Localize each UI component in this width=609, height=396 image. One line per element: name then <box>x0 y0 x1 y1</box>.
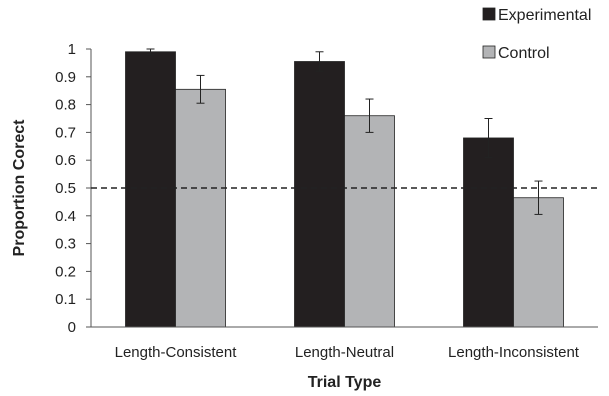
legend-swatch-control <box>482 45 496 59</box>
y-tick-label: 1 <box>68 41 76 58</box>
error-bars <box>146 48 543 215</box>
y-tick-label: 0.9 <box>55 69 76 86</box>
y-tick-label: 0.6 <box>55 152 76 169</box>
legend-label-experimental: Experimental <box>498 7 591 24</box>
y-tick-label: 0.4 <box>55 208 76 225</box>
x-category-label: Length-Inconsistent <box>448 344 580 361</box>
bar-control <box>513 197 564 328</box>
x-axis-categories: Length-Consistent Length-Neutral Length-In… <box>115 344 580 361</box>
x-category-label: Length-Consistent <box>115 344 238 361</box>
y-tick-label: 0.2 <box>55 263 76 280</box>
y-tick-label: 0.7 <box>55 124 76 141</box>
y-axis-title: Proportion Corect <box>11 119 28 257</box>
y-tick-label: 0.8 <box>55 97 76 114</box>
bar-experimental <box>294 61 345 328</box>
bar-control <box>344 115 395 328</box>
bar-experimental <box>125 51 176 328</box>
x-axis-title: Trial Type <box>308 374 382 391</box>
y-tick-label: 0.3 <box>55 236 76 253</box>
y-tick-label: 0.5 <box>55 180 76 197</box>
legend-label-control: Control <box>498 45 550 62</box>
legend-swatch-experimental <box>482 7 496 21</box>
y-tick-label: 0 <box>68 319 76 336</box>
x-category-label: Length-Neutral <box>295 344 394 361</box>
y-tick-label: 0.1 <box>55 291 76 308</box>
bar-experimental <box>463 137 514 328</box>
bar-control <box>175 88 226 328</box>
bars <box>125 51 564 328</box>
legend: Experimental Control <box>482 7 591 62</box>
y-axis-ticks: 0 0.1 0.2 0.3 0.4 0.5 0.6 0.7 0.8 0.9 1 <box>55 41 91 336</box>
